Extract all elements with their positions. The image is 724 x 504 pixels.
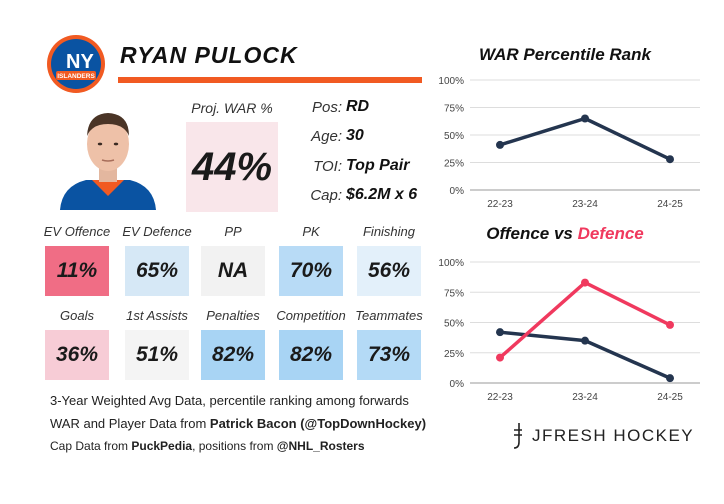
- metric-label-competition: Competition: [276, 308, 346, 323]
- info-key-cap: Cap:: [310, 187, 342, 204]
- chart-1-point-war: [666, 155, 674, 164]
- chart-2-point-offence: [581, 336, 589, 345]
- chart-1-ytick-label: 0%: [450, 186, 465, 197]
- metric-label-goals: Goals: [60, 308, 94, 323]
- metric-label-penalties: Penalties: [206, 308, 260, 323]
- metric-box-1st-assists: 51%: [125, 330, 189, 380]
- metric-label-finishing: Finishing: [362, 224, 416, 239]
- metric-label-pp: PP: [224, 224, 242, 239]
- footer-line-1: 3-Year Weighted Avg Data, percentile ran…: [50, 393, 409, 408]
- metric-box-ev-offence: 11%: [45, 246, 109, 296]
- info-key-age: Age:: [311, 128, 342, 145]
- metric-label-teammates: Teammates: [355, 308, 423, 323]
- chart-1-xtick-label: 22-23: [487, 199, 513, 210]
- chart-1-ytick-label: 100%: [438, 76, 464, 87]
- footer-line-3-mid: , positions from: [192, 439, 277, 453]
- footer-line-3-source-2: @NHL_Rosters: [276, 439, 365, 453]
- player-headshot: [52, 102, 164, 210]
- info-val-toi: Top Pair: [346, 157, 410, 174]
- metric-box-pp: NA: [201, 246, 265, 296]
- chart-2-title: Offence vs Defence: [440, 224, 690, 244]
- footer-line-3-prefix: Cap Data from: [50, 439, 132, 453]
- chart-1-point-war: [581, 114, 589, 123]
- metric-box-finishing: 56%: [357, 246, 421, 296]
- chart-2-title-vs: vs: [549, 224, 578, 243]
- metric-box-competition: 82%: [279, 330, 343, 380]
- chart-2-ytick-label: 100%: [438, 258, 464, 269]
- chart-2-title-defence: Defence: [577, 224, 644, 243]
- chart-2-series-line-defence: [498, 280, 671, 359]
- team-logo: NY ISLANDERS: [46, 34, 106, 94]
- war-label: Proj. WAR %: [191, 100, 273, 116]
- chart-1-ytick-label: 75%: [444, 104, 464, 115]
- brand-mark-icon: [513, 423, 522, 449]
- footer-line-3-source-1: PuckPedia: [131, 439, 193, 453]
- chart-2-xtick-label: 24-25: [657, 392, 683, 403]
- chart-war-percentile: 0% 25% 50% 75% 100% 22-23 23-24 24-25: [438, 76, 700, 210]
- chart-1-ytick-label: 50%: [444, 131, 464, 142]
- war-value-box: 44%: [186, 122, 278, 212]
- chart-2-ytick-label: 50%: [444, 319, 464, 330]
- chart-2-ytick-label: 75%: [444, 288, 464, 299]
- info-val-cap: $6.2M x 6: [346, 186, 418, 203]
- metric-box-penalties: 82%: [201, 330, 265, 380]
- chart-2-title-offence: Offence: [486, 224, 550, 243]
- chart-2-point-defence: [581, 278, 589, 287]
- chart-2-point-defence: [666, 320, 674, 329]
- footer-line-2: WAR and Player Data from Patrick Bacon (…: [50, 416, 426, 431]
- info-key-toi: TOI:: [313, 158, 342, 175]
- chart-1-series-line-war: [499, 116, 671, 161]
- chart-2-point-offence: [666, 374, 674, 383]
- chart-2-ytick-label: 25%: [444, 349, 464, 360]
- chart-2-xtick-label: 23-24: [572, 392, 598, 403]
- chart-2-ytick-label: 0%: [450, 379, 465, 390]
- chart-1-point-war: [496, 140, 504, 149]
- metric-box-goals: 36%: [45, 330, 109, 380]
- brand: JFRESH HOCKEY: [510, 422, 694, 450]
- metric-box-teammates: 73%: [357, 330, 421, 380]
- chart-1-ytick-label: 25%: [444, 159, 464, 170]
- footer-line-3: Cap Data from PuckPedia, positions from …: [50, 439, 365, 453]
- chart-offence-vs-defence: 0% 25% 50% 75% 100% 22-23 23-24 24-25: [438, 258, 700, 403]
- metric-label-ev-defence: EV Defence: [122, 224, 192, 239]
- chart-2-xtick-label: 22-23: [487, 392, 513, 403]
- name-underline: [118, 77, 422, 83]
- info-key-pos: Pos:: [311, 99, 342, 116]
- footer-line-2-source: Patrick Bacon (@TopDownHockey): [209, 416, 427, 431]
- chart-2-point-defence: [496, 353, 504, 362]
- logo-abbr: NY: [66, 51, 94, 73]
- player-name: RYAN PULOCK: [120, 42, 298, 68]
- metric-label-1st-assists: 1st Assists: [126, 308, 188, 323]
- info-val-pos: RD: [346, 98, 370, 115]
- brand-text: JFRESH HOCKEY: [532, 426, 695, 445]
- footer-line-2-prefix: WAR and Player Data from: [50, 416, 210, 431]
- chart-1-xtick-label: 23-24: [572, 199, 598, 210]
- chart-1-xtick-label: 24-25: [657, 199, 683, 210]
- metric-label-ev-offence: EV Offence: [43, 224, 111, 239]
- metric-label-pk: PK: [302, 224, 320, 239]
- info-val-age: 30: [346, 127, 364, 144]
- metric-box-pk: 70%: [279, 246, 343, 296]
- metric-box-ev-defence: 65%: [125, 246, 189, 296]
- logo-wordmark: ISLANDERS: [57, 73, 95, 80]
- chart-2-point-offence: [496, 328, 504, 337]
- chart-1-title: WAR Percentile Rank: [479, 45, 651, 64]
